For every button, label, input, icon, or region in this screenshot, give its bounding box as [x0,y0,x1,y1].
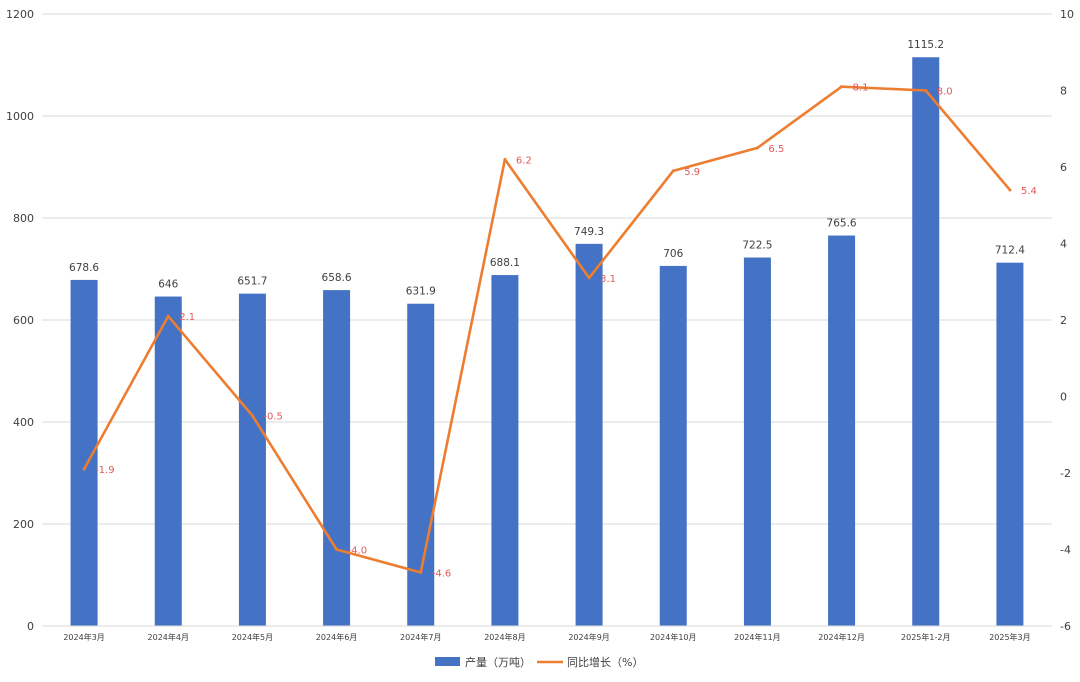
line-data-label: 6.5 [768,144,784,155]
bar-data-label: 646 [158,279,178,291]
right-y-tick-label: -6 [1060,620,1071,633]
bar-data-label: 651.7 [237,276,267,288]
bar [996,262,1024,626]
line-data-label: -1.9 [95,465,115,476]
line-data-label: 5.4 [1021,186,1037,197]
right-y-tick-label: 2 [1060,314,1067,327]
bar-data-label: 678.6 [69,262,99,274]
x-tick-label: 2024年12月 [818,632,865,642]
x-axis: 2024年3月 2024年4月 2024年5月 2024年6月 2024年7月 2024年… [42,625,1052,642]
bar [575,243,603,626]
left-y-tick-label: 600 [13,314,34,327]
line-point [166,314,170,318]
right-y-tick-label: 10 [1060,8,1074,21]
legend-swatch-bar [435,657,460,666]
bar-data-label: 749.3 [574,226,604,238]
bar-data-label: 765.6 [827,218,857,230]
bar [743,257,771,626]
right-y-axis: -6 -4 -2 0 2 4 6 8 10 [1060,8,1074,633]
line-series-path [82,85,1012,574]
line-data-label: 8.0 [937,87,953,98]
line-data-label: -0.5 [263,412,283,423]
bar-data-label: 658.6 [322,272,352,284]
left-y-tick-label: 400 [13,416,34,429]
x-tick-label: 2024年4月 [148,632,189,642]
line-point [924,89,928,92]
left-y-tick-label: 0 [27,620,34,633]
bar-data-label: 722.5 [742,240,772,252]
line-point [250,414,254,418]
line-point [587,276,591,280]
line-data-labels: -1.9 2.1 -0.5 -4.0 -4.6 6.2 3.1 5.9 6.5 8.1 8.0 5.4 [95,83,1037,580]
bar [912,57,940,627]
bar [238,293,266,626]
x-tick-label: 2024年8月 [484,632,525,642]
line-point [82,467,86,471]
right-y-tick-label: 6 [1060,161,1067,174]
right-y-tick-label: 4 [1060,238,1067,251]
legend-label-line: 同比增长（%） [567,655,643,669]
bar-data-label: 712.4 [995,245,1025,257]
line-series [82,85,1012,574]
bar [659,265,687,626]
x-tick-label: 2024年7月 [400,632,441,642]
left-y-axis: 0 200 400 600 800 1000 1200 [6,8,34,633]
left-y-tick-label: 1200 [6,8,34,21]
x-tick-label: 2024年6月 [316,632,357,642]
bar-series [70,57,1024,627]
legend: 产量（万吨） 同比增长（%） [435,655,643,669]
bar-data-label: 706 [663,248,683,260]
line-point [335,548,339,551]
x-tick-label: 2025年1-2月 [901,632,950,642]
x-tick-label: 2024年3月 [63,632,104,642]
right-y-tick-label: 8 [1060,85,1067,98]
line-data-label: -4.0 [348,546,368,557]
right-y-tick-label: -2 [1060,467,1071,480]
left-y-tick-label: 1000 [6,110,34,123]
left-y-tick-label: 200 [13,518,34,531]
bar-data-label: 631.9 [406,286,436,298]
bar [828,235,856,626]
x-tick-label: 2024年10月 [650,632,697,642]
right-y-tick-label: -4 [1060,544,1071,557]
line-point [503,157,507,161]
bar [323,290,351,626]
x-tick-label: 2024年9月 [568,632,609,642]
bar-data-labels: 678.6 646 651.7 658.6 631.9 688.1 749.3 706 722.… [69,39,1025,297]
bar [154,296,182,626]
bar [407,303,435,626]
line-point [419,570,423,574]
line-point [755,146,759,150]
x-tick-label: 2024年11月 [734,632,781,642]
bar [491,275,519,626]
line-point [671,169,675,173]
bar-data-label: 1115.2 [907,39,944,51]
line-data-label: 5.9 [684,167,700,178]
right-y-tick-label: 0 [1060,391,1067,404]
legend-label-bar: 产量（万吨） [465,655,531,669]
line-point [840,85,844,89]
line-data-label: 6.2 [516,155,532,166]
line-point [1008,188,1012,192]
line-data-label: 8.1 [853,83,869,94]
x-tick-label: 2025年3月 [989,632,1030,642]
line-data-label: 3.1 [600,274,616,285]
x-tick-label: 2024年5月 [232,632,273,642]
bar-data-label: 688.1 [490,257,520,269]
line-data-label: 2.1 [179,312,195,323]
left-y-tick-label: 800 [13,212,34,225]
line-data-label: -4.6 [432,568,452,579]
